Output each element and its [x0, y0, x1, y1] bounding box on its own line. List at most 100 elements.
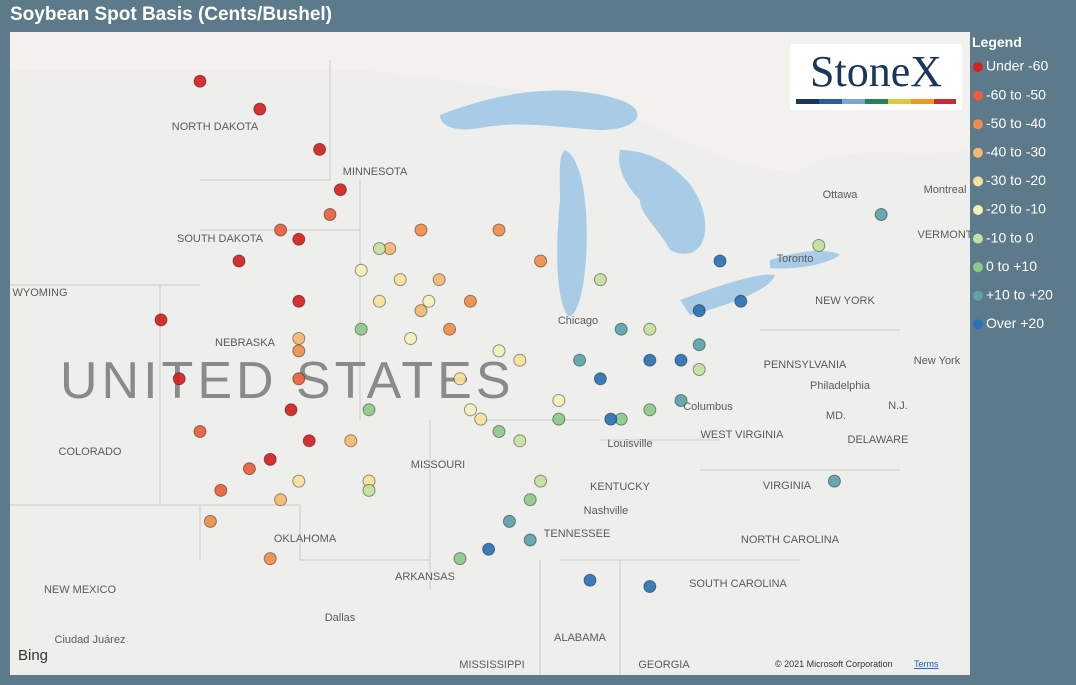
- canada-area: [10, 32, 970, 171]
- basis-point[interactable]: [593, 273, 607, 287]
- basis-point[interactable]: [492, 344, 506, 358]
- legend-swatch: [973, 90, 983, 101]
- basis-point[interactable]: [643, 353, 657, 367]
- basis-point[interactable]: [812, 239, 826, 252]
- place-label: Louisville: [607, 438, 652, 450]
- basis-point[interactable]: [362, 403, 376, 417]
- basis-point[interactable]: [552, 394, 566, 407]
- place-label: WEST VIRGINIA: [701, 429, 785, 441]
- place-label: VIRGINIA: [763, 480, 812, 492]
- legend-label: Under -60: [986, 58, 1048, 74]
- basis-point[interactable]: [284, 403, 298, 417]
- terms-link[interactable]: Terms: [914, 659, 939, 669]
- basis-point[interactable]: [432, 273, 446, 287]
- basis-point[interactable]: [453, 552, 467, 566]
- basis-point[interactable]: [292, 232, 306, 246]
- basis-point[interactable]: [193, 74, 207, 88]
- basis-point[interactable]: [203, 514, 217, 528]
- place-label: ARKANSAS: [395, 571, 455, 583]
- basis-point[interactable]: [292, 372, 306, 386]
- basis-point[interactable]: [534, 474, 548, 488]
- basis-point[interactable]: [414, 304, 428, 318]
- basis-point[interactable]: [552, 412, 566, 426]
- basis-point[interactable]: [692, 338, 706, 352]
- points: [154, 74, 888, 593]
- basis-point[interactable]: [674, 394, 688, 407]
- basis-point[interactable]: [643, 580, 657, 593]
- basis-point[interactable]: [333, 183, 347, 197]
- basis-point[interactable]: [713, 254, 727, 268]
- basis-point[interactable]: [263, 552, 277, 566]
- basis-point[interactable]: [523, 493, 537, 507]
- basis-point[interactable]: [172, 372, 186, 386]
- place-label: MINNESOTA: [343, 166, 408, 178]
- basis-point[interactable]: [523, 533, 537, 547]
- basis-point[interactable]: [214, 483, 228, 497]
- basis-point[interactable]: [513, 353, 527, 367]
- place-label: SOUTH CAROLINA: [689, 578, 787, 590]
- basis-point[interactable]: [292, 344, 306, 358]
- basis-point[interactable]: [453, 372, 467, 386]
- basis-point[interactable]: [414, 223, 428, 237]
- basis-point[interactable]: [242, 462, 256, 476]
- logo-bar: [865, 99, 888, 104]
- basis-point[interactable]: [344, 434, 358, 448]
- basis-point[interactable]: [492, 223, 506, 237]
- basis-point[interactable]: [292, 332, 306, 345]
- basis-point[interactable]: [422, 294, 436, 308]
- basis-point[interactable]: [643, 322, 657, 336]
- basis-point[interactable]: [692, 304, 706, 318]
- basis-point[interactable]: [232, 254, 246, 268]
- place-label: NORTH DAKOTA: [172, 121, 259, 133]
- basis-point[interactable]: [154, 313, 168, 327]
- basis-point[interactable]: [253, 102, 267, 116]
- basis-point[interactable]: [614, 322, 628, 336]
- basis-point[interactable]: [874, 208, 888, 221]
- basis-point[interactable]: [292, 294, 306, 308]
- place-label: KENTUCKY: [590, 481, 651, 493]
- basis-point[interactable]: [692, 363, 706, 376]
- basis-point[interactable]: [643, 403, 657, 417]
- basis-point[interactable]: [354, 263, 368, 277]
- basis-point[interactable]: [274, 493, 288, 507]
- basis-point[interactable]: [193, 425, 207, 438]
- place-label: MISSOURI: [411, 459, 465, 471]
- basis-point[interactable]: [513, 434, 527, 448]
- basis-point[interactable]: [393, 273, 407, 287]
- basis-point[interactable]: [573, 353, 587, 367]
- basis-point[interactable]: [482, 542, 496, 556]
- basis-point[interactable]: [292, 474, 306, 488]
- basis-point[interactable]: [534, 254, 548, 268]
- basis-point[interactable]: [492, 425, 506, 438]
- basis-point[interactable]: [734, 294, 748, 308]
- basis-point[interactable]: [463, 294, 477, 308]
- lake-superior: [440, 90, 638, 130]
- basis-point[interactable]: [362, 483, 376, 497]
- basis-point[interactable]: [502, 514, 516, 528]
- basis-point[interactable]: [583, 573, 597, 587]
- basis-point[interactable]: [372, 242, 386, 256]
- basis-point[interactable]: [323, 208, 337, 221]
- basis-point[interactable]: [474, 412, 488, 426]
- country-label: UNITED STATES: [60, 352, 515, 410]
- basis-point[interactable]: [302, 434, 316, 448]
- logo-bar: [842, 99, 865, 104]
- place-label: NORTH CAROLINA: [741, 534, 840, 546]
- basis-point[interactable]: [354, 322, 368, 336]
- place-label: Montreal: [924, 184, 967, 196]
- basis-point[interactable]: [463, 403, 477, 417]
- basis-point[interactable]: [443, 322, 457, 336]
- basis-point[interactable]: [263, 452, 277, 466]
- basis-point[interactable]: [593, 372, 607, 386]
- basis-point[interactable]: [827, 474, 841, 488]
- basis-point[interactable]: [274, 223, 288, 237]
- legend-swatch: [973, 233, 983, 244]
- basis-point[interactable]: [404, 332, 418, 345]
- basis-point[interactable]: [313, 142, 327, 156]
- basis-point[interactable]: [674, 353, 688, 367]
- basis-point[interactable]: [604, 412, 618, 426]
- logo-bar: [911, 99, 934, 104]
- lake-michigan: [557, 150, 587, 317]
- place-label: DELAWARE: [848, 434, 909, 446]
- basis-point[interactable]: [372, 294, 386, 308]
